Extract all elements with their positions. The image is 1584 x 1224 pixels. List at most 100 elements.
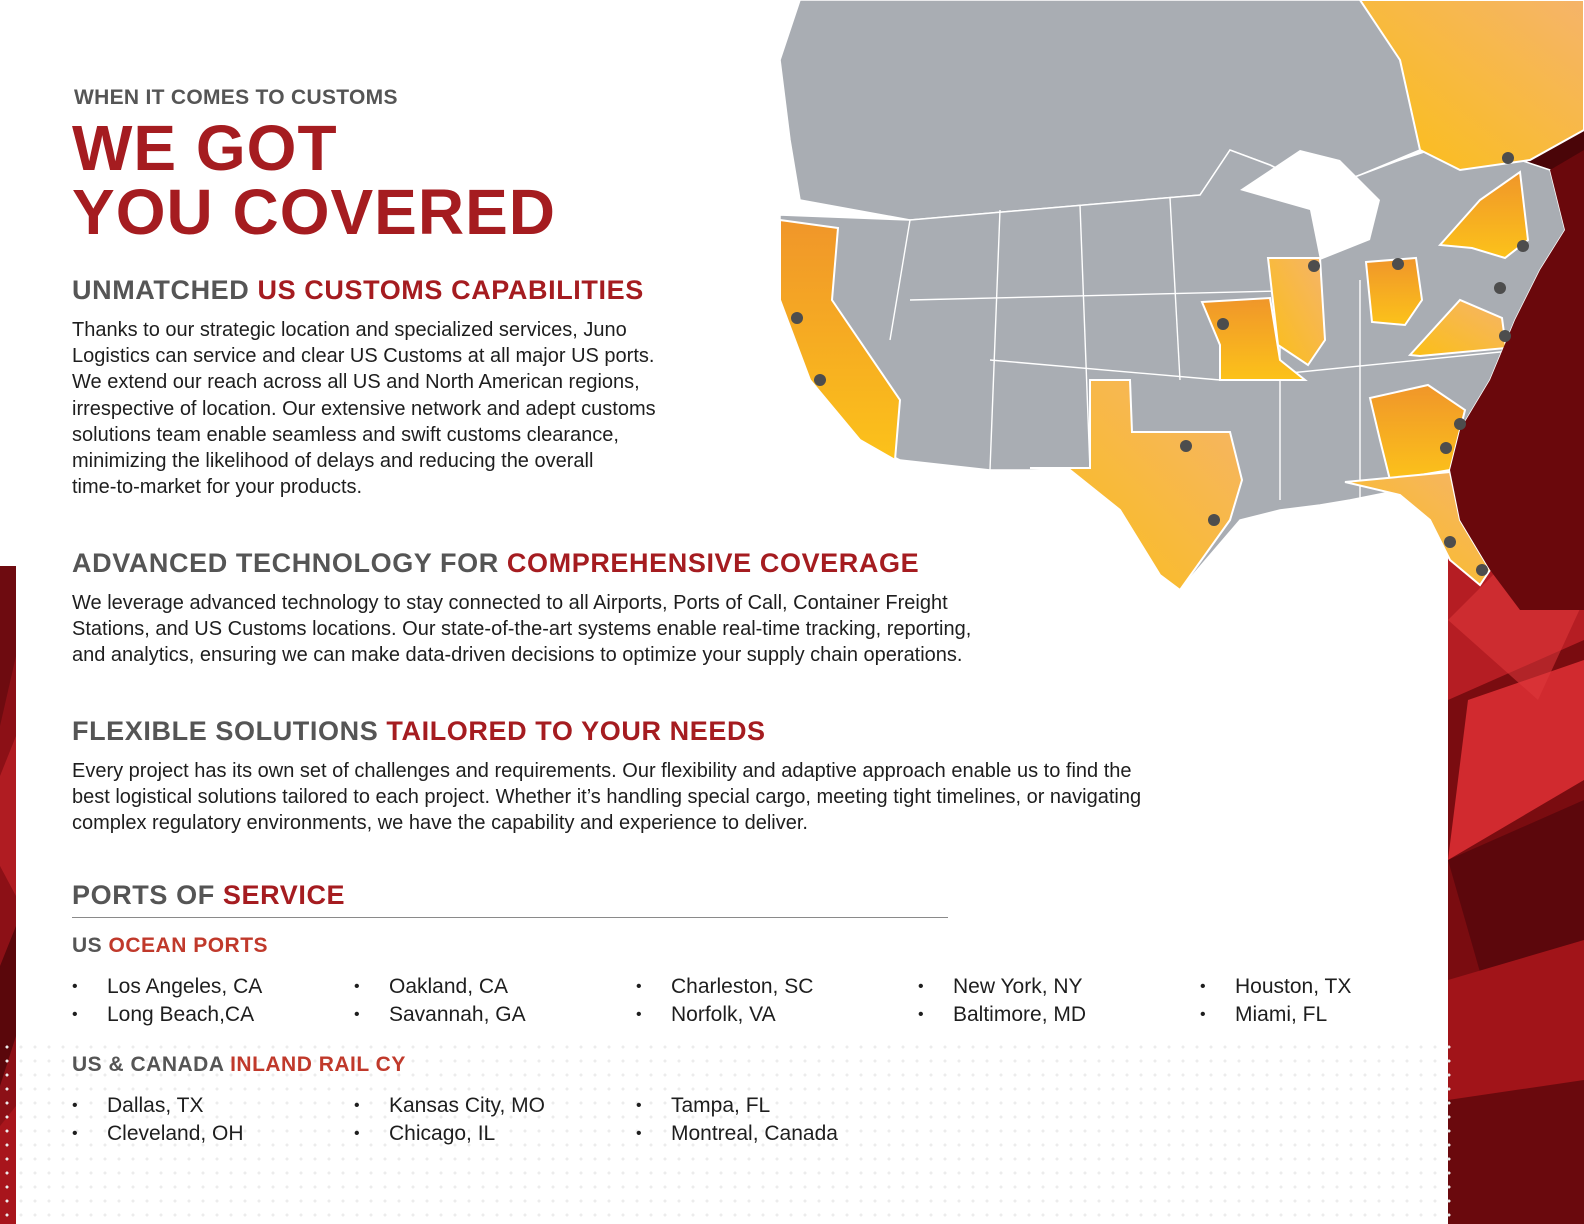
bullet-icon: • bbox=[354, 978, 360, 995]
section-title-technology: ADVANCED TECHNOLOGY FOR COMPREHENSIVE CO… bbox=[72, 548, 919, 579]
page-content: WHEN IT COMES TO CUSTOMS WE GOT YOU COVE… bbox=[72, 0, 1452, 1224]
marker-cleveland bbox=[1392, 258, 1404, 270]
section-title-highlight: COMPREHENSIVE COVERAGE bbox=[506, 548, 920, 578]
body-line: complex regulatory environments, we have… bbox=[72, 812, 808, 835]
marker-los-angeles bbox=[814, 374, 826, 386]
ocean-ports-title: US OCEAN PORTS bbox=[72, 934, 268, 958]
body-line: solutions team enable seamless and swift… bbox=[72, 423, 619, 446]
section-title-customs: UNMATCHED US CUSTOMS CAPABILITIES bbox=[72, 275, 644, 306]
divider bbox=[72, 917, 948, 918]
port-name: New York, NY bbox=[953, 975, 1083, 998]
north-america-map bbox=[779, 0, 1584, 610]
body-line: and analytics, ensuring we can make data… bbox=[72, 644, 963, 667]
eyebrow-text: WHEN IT COMES TO CUSTOMS bbox=[74, 86, 398, 109]
atlantic-ocean bbox=[1450, 150, 1584, 610]
port-name: Oakland, CA bbox=[389, 975, 509, 998]
marker-norfolk bbox=[1499, 330, 1511, 342]
state-texas bbox=[1029, 379, 1244, 592]
bullet-icon: • bbox=[354, 1125, 360, 1142]
port-markers bbox=[791, 152, 1529, 576]
subtitle-highlight: OCEAN PORTS bbox=[108, 934, 269, 957]
marker-houston bbox=[1208, 514, 1220, 526]
bullet-icon: • bbox=[918, 1006, 924, 1023]
section-title-plain: ADVANCED TECHNOLOGY FOR bbox=[72, 548, 507, 578]
port-name: Chicago, IL bbox=[389, 1122, 496, 1145]
section-title-highlight: TAILORED TO YOUR NEEDS bbox=[386, 716, 766, 746]
state-illinois bbox=[1266, 257, 1327, 367]
bullet-icon: • bbox=[1200, 1006, 1206, 1023]
marker-kansas-city bbox=[1217, 318, 1229, 330]
body-line: time-to-market for your products. bbox=[72, 476, 363, 499]
port-name: Cleveland, OH bbox=[107, 1122, 244, 1145]
section-title-flexible: FLEXIBLE SOLUTIONS TAILORED TO YOUR NEED… bbox=[72, 716, 766, 747]
port-name: Norfolk, VA bbox=[671, 1003, 776, 1026]
bullet-icon: • bbox=[72, 1125, 78, 1142]
body-line: best logistical solutions tailored to ea… bbox=[72, 786, 1142, 809]
port-name: Baltimore, MD bbox=[953, 1003, 1087, 1026]
bullet-icon: • bbox=[72, 978, 78, 995]
headline-line-1: WE GOT bbox=[72, 112, 338, 184]
bullet-icon: • bbox=[636, 978, 642, 995]
port-name: Los Angeles, CA bbox=[107, 975, 263, 998]
subtitle-plain: US bbox=[72, 934, 109, 957]
port-name: Miami, FL bbox=[1235, 1003, 1328, 1026]
body-line: Thanks to our strategic location and spe… bbox=[72, 319, 627, 341]
bullet-icon: • bbox=[918, 978, 924, 995]
marker-charleston bbox=[1454, 418, 1466, 430]
state-florida bbox=[1344, 470, 1492, 587]
marker-miami bbox=[1476, 564, 1488, 576]
body-line: Stations, and US Customs locations. Our … bbox=[72, 618, 972, 641]
port-name: Montreal, Canada bbox=[671, 1122, 838, 1145]
page-headline: WE GOT YOU COVERED bbox=[72, 116, 556, 244]
marker-baltimore bbox=[1494, 282, 1506, 294]
marker-tampa bbox=[1444, 536, 1456, 548]
body-line: Every project has its own set of challen… bbox=[72, 760, 1132, 782]
section-title-plain: PORTS OF bbox=[72, 880, 223, 910]
bullet-icon: • bbox=[636, 1125, 642, 1142]
section-title-plain: UNMATCHED bbox=[72, 275, 258, 305]
dot-pattern-background bbox=[0, 1040, 1460, 1224]
bullet-icon: • bbox=[636, 1097, 642, 1114]
marker-dallas bbox=[1180, 440, 1192, 452]
port-name: Houston, TX bbox=[1235, 975, 1352, 998]
body-line: Logistics can service and clear US Custo… bbox=[72, 345, 655, 368]
port-name: Savannah, GA bbox=[389, 1003, 526, 1026]
body-line: irrespective of location. Our extensive … bbox=[72, 397, 656, 420]
bullet-icon: • bbox=[72, 1097, 78, 1114]
bullet-icon: • bbox=[354, 1097, 360, 1114]
marker-chicago bbox=[1308, 260, 1320, 272]
bullet-icon: • bbox=[72, 1006, 78, 1023]
region-quebec bbox=[1358, 0, 1584, 172]
section-body-flexible: Every project has its own set of challen… bbox=[72, 758, 1141, 837]
subtitle-highlight: INLAND RAIL CY bbox=[230, 1053, 406, 1076]
body-line: We extend our reach across all US and No… bbox=[72, 371, 640, 394]
section-title-highlight: US CUSTOMS CAPABILITIES bbox=[257, 275, 644, 305]
port-name: Dallas, TX bbox=[107, 1094, 204, 1117]
subtitle-plain: US & CANADA bbox=[72, 1053, 231, 1076]
inland-rail-title: US & CANADA INLAND RAIL CY bbox=[72, 1053, 406, 1077]
body-line: minimizing the likelihood of delays and … bbox=[72, 450, 594, 473]
port-name: Tampa, FL bbox=[671, 1094, 771, 1117]
section-title-plain: FLEXIBLE SOLUTIONS bbox=[72, 716, 387, 746]
marker-savannah bbox=[1440, 442, 1452, 454]
port-name: Charleston, SC bbox=[671, 975, 814, 998]
section-body-technology: We leverage advanced technology to stay … bbox=[72, 590, 971, 669]
state-ohio bbox=[1364, 256, 1424, 327]
state-missouri bbox=[1200, 296, 1308, 381]
marker-new-york bbox=[1517, 240, 1529, 252]
section-body-customs: Thanks to our strategic location and spe… bbox=[72, 317, 656, 500]
marker-oakland bbox=[791, 312, 803, 324]
headline-line-2: YOU COVERED bbox=[72, 176, 556, 248]
port-name: Long Beach,CA bbox=[107, 1003, 255, 1026]
ports-of-service-title: PORTS OF SERVICE bbox=[72, 880, 345, 911]
state-new-york bbox=[1437, 170, 1530, 260]
bullet-icon: • bbox=[636, 1006, 642, 1023]
great-lakes bbox=[1240, 150, 1380, 260]
state-california bbox=[779, 218, 902, 462]
port-name: Kansas City, MO bbox=[389, 1094, 545, 1117]
body-line: We leverage advanced technology to stay … bbox=[72, 592, 948, 614]
marker-montreal bbox=[1502, 152, 1514, 164]
bullet-icon: • bbox=[1200, 978, 1206, 995]
bullet-icon: • bbox=[354, 1006, 360, 1023]
section-title-highlight: SERVICE bbox=[222, 880, 346, 910]
